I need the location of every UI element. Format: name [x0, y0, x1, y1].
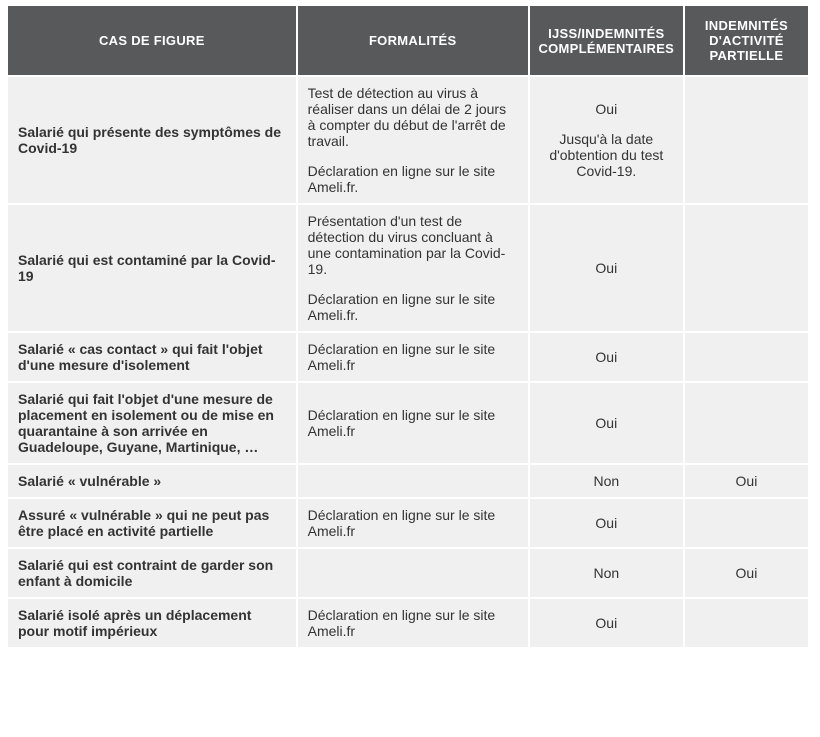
cell-formalites: Test de détection au virus à réaliser da… — [298, 77, 528, 203]
cell-activite-partielle — [685, 205, 808, 331]
cell-activite-partielle — [685, 333, 808, 381]
cell-formalites: Déclaration en ligne sur le site Ameli.f… — [298, 599, 528, 647]
cell-formalites: Présentation d'un test de détection du v… — [298, 205, 528, 331]
table-row: Salarié qui est contaminé par la Covid-1… — [8, 205, 808, 331]
cell-formalites: Déclaration en ligne sur le site Ameli.f… — [298, 333, 528, 381]
table-row: Salarié qui est contraint de garder son … — [8, 549, 808, 597]
cell-case: Salarié qui fait l'objet d'une mesure de… — [8, 383, 296, 463]
cell-case: Salarié « vulnérable » — [8, 465, 296, 497]
cell-activite-partielle — [685, 383, 808, 463]
cell-activite-partielle — [685, 77, 808, 203]
cell-formalites — [298, 549, 528, 597]
cell-ijss: Oui — [530, 333, 683, 381]
header-case: CAS DE FIGURE — [8, 6, 296, 75]
table-row: Assuré « vulnérable » qui ne peut pas êt… — [8, 499, 808, 547]
cell-ijss: Non — [530, 465, 683, 497]
cell-ijss: Oui — [530, 383, 683, 463]
cell-ijss: Oui — [530, 599, 683, 647]
cell-ijss: Oui — [530, 499, 683, 547]
header-form: FORMALITÉS — [298, 6, 528, 75]
cell-activite-partielle — [685, 499, 808, 547]
table-row: Salarié qui présente des symptômes de Co… — [8, 77, 808, 203]
cell-activite-partielle — [685, 599, 808, 647]
header-ijss: IJSS/INDEMNITÉS COMPLÉMENTAIRES — [530, 6, 683, 75]
cell-case: Salarié qui est contraint de garder son … — [8, 549, 296, 597]
table-header: CAS DE FIGURE FORMALITÉS IJSS/INDEMNITÉS… — [8, 6, 808, 75]
cell-case: Assuré « vulnérable » qui ne peut pas êt… — [8, 499, 296, 547]
cell-ijss: OuiJusqu'à la date d'obtention du test C… — [530, 77, 683, 203]
cell-formalites — [298, 465, 528, 497]
table-row: Salarié « cas contact » qui fait l'objet… — [8, 333, 808, 381]
header-act: INDEMNITÉS D'ACTIVITÉ PARTIELLE — [685, 6, 808, 75]
table-row: Salarié qui fait l'objet d'une mesure de… — [8, 383, 808, 463]
covid-table: CAS DE FIGURE FORMALITÉS IJSS/INDEMNITÉS… — [6, 4, 810, 649]
cell-case: Salarié isolé après un déplacement pour … — [8, 599, 296, 647]
cell-case: Salarié « cas contact » qui fait l'objet… — [8, 333, 296, 381]
cell-case: Salarié qui est contaminé par la Covid-1… — [8, 205, 296, 331]
cell-formalites: Déclaration en ligne sur le site Ameli.f… — [298, 499, 528, 547]
cell-ijss: Non — [530, 549, 683, 597]
table-row: Salarié « vulnérable » NonOui — [8, 465, 808, 497]
table-body: Salarié qui présente des symptômes de Co… — [8, 77, 808, 647]
cell-ijss: Oui — [530, 205, 683, 331]
table-row: Salarié isolé après un déplacement pour … — [8, 599, 808, 647]
cell-case: Salarié qui présente des symptômes de Co… — [8, 77, 296, 203]
cell-activite-partielle: Oui — [685, 549, 808, 597]
cell-formalites: Déclaration en ligne sur le site Ameli.f… — [298, 383, 528, 463]
cell-activite-partielle: Oui — [685, 465, 808, 497]
